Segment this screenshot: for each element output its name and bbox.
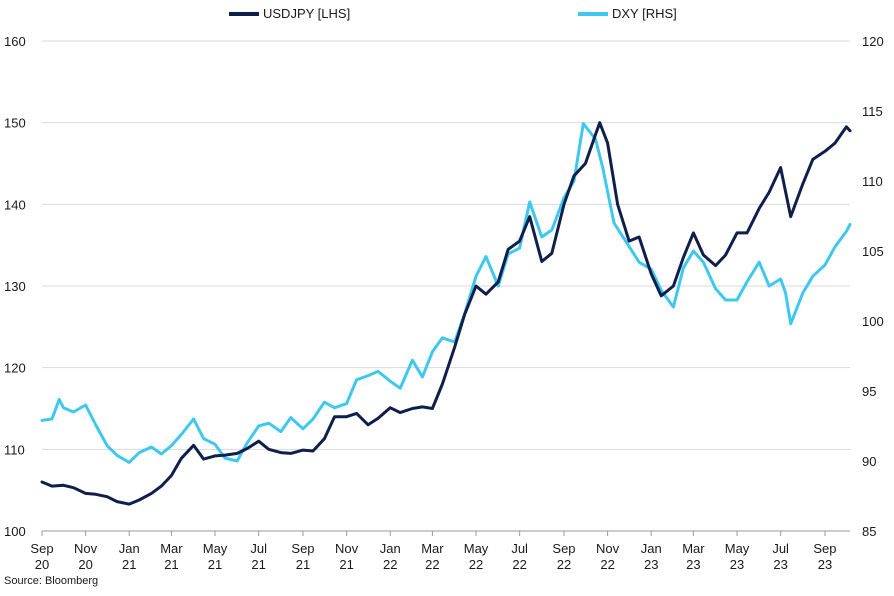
right-tick-label: 90 xyxy=(862,454,876,469)
right-tick-label: 115 xyxy=(862,104,883,119)
x-tick-label-year: 23 xyxy=(686,557,700,572)
right-tick-label: 105 xyxy=(862,244,884,259)
legend-item-usdjpy: USDJPY [LHS] xyxy=(229,6,350,21)
x-tick-label-year: 21 xyxy=(296,557,310,572)
legend-item-dxy: DXY [RHS] xyxy=(578,6,677,21)
x-tick-label: Jul xyxy=(250,541,267,556)
x-axis-ticks: Sep20Nov20Jan21Mar21May21Jul21Sep21Nov21… xyxy=(30,531,837,572)
left-tick-label: 140 xyxy=(4,197,26,212)
x-tick-label: Jan xyxy=(119,541,140,556)
series-line-dxy xyxy=(40,122,852,464)
x-tick-label: Jan xyxy=(641,541,662,556)
x-tick-label: Nov xyxy=(74,541,98,556)
x-tick-label-year: 23 xyxy=(644,557,658,572)
x-tick-label: Sep xyxy=(552,541,575,556)
x-tick-label-year: 20 xyxy=(78,557,92,572)
series-lines xyxy=(40,121,852,506)
x-tick-label: Sep xyxy=(813,541,836,556)
legend-swatch-usdjpy xyxy=(229,11,259,16)
x-tick-label-year: 21 xyxy=(208,557,222,572)
x-tick-label: Jan xyxy=(380,541,401,556)
x-tick-label: May xyxy=(203,541,228,556)
x-tick-label-year: 21 xyxy=(164,557,178,572)
x-tick-label-year: 20 xyxy=(35,557,49,572)
x-tick-label: Sep xyxy=(30,541,53,556)
legend-label-dxy: DXY [RHS] xyxy=(612,6,677,21)
left-tick-label: 150 xyxy=(4,116,26,131)
right-axis-ticks: 85 90 95 100 105 110 115 120 xyxy=(862,34,884,539)
x-tick-label: Jul xyxy=(511,541,528,556)
x-tick-label-year: 22 xyxy=(557,557,571,572)
left-axis-ticks: 100 110 120 130 140 150 160 xyxy=(4,34,26,539)
right-tick-label: 110 xyxy=(862,174,883,189)
legend-swatch-dxy xyxy=(578,11,608,16)
legend-label-usdjpy: USDJPY [LHS] xyxy=(263,6,351,21)
source-note: Source: Bloomberg xyxy=(4,575,99,587)
x-tick-label: Sep xyxy=(291,541,314,556)
x-tick-label: Mar xyxy=(682,541,705,556)
x-tick-label: Mar xyxy=(421,541,444,556)
series-line-usdjpy xyxy=(40,121,852,506)
right-tick-label: 85 xyxy=(862,524,876,539)
left-tick-label: 100 xyxy=(4,524,26,539)
x-tick-label-year: 22 xyxy=(600,557,614,572)
left-tick-label: 120 xyxy=(4,361,26,376)
x-tick-label-year: 21 xyxy=(339,557,353,572)
left-tick-label: 160 xyxy=(4,34,26,49)
x-tick-label-year: 22 xyxy=(425,557,439,572)
x-tick-label-year: 23 xyxy=(818,557,832,572)
x-tick-label: May xyxy=(464,541,489,556)
right-tick-label: 95 xyxy=(862,384,876,399)
x-tick-label: Mar xyxy=(160,541,183,556)
x-tick-label-year: 23 xyxy=(773,557,787,572)
x-tick-label-year: 22 xyxy=(512,557,526,572)
x-tick-label-year: 22 xyxy=(383,557,397,572)
x-tick-label-year: 21 xyxy=(251,557,265,572)
x-tick-label: Nov xyxy=(596,541,620,556)
x-tick-label: Jul xyxy=(772,541,789,556)
grid-lines xyxy=(42,40,850,532)
right-tick-label: 100 xyxy=(862,314,884,329)
left-tick-label: 130 xyxy=(4,279,26,294)
x-tick-label-year: 22 xyxy=(469,557,483,572)
x-tick-label-year: 21 xyxy=(122,557,136,572)
x-tick-label: Nov xyxy=(335,541,359,556)
x-tick-label: May xyxy=(725,541,750,556)
right-tick-label: 120 xyxy=(862,34,884,49)
left-tick-label: 110 xyxy=(4,442,25,457)
x-tick-label-year: 23 xyxy=(730,557,744,572)
